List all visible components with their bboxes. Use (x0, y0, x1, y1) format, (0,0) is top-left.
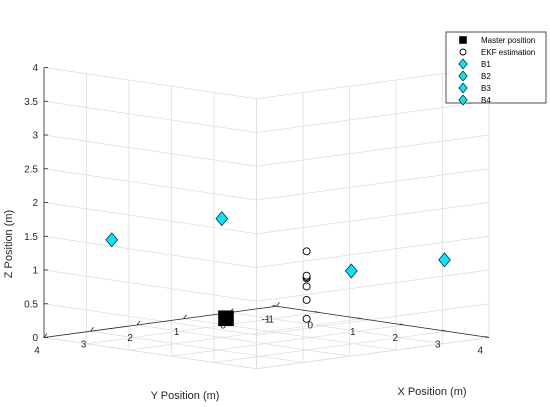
data-point-b4 (438, 252, 451, 268)
x-axis-line (276, 305, 490, 338)
legend-label: B4 (481, 96, 491, 105)
data-point-b2 (215, 211, 229, 227)
y-tick-mark (276, 302, 280, 307)
floor-grid-line-x (213, 330, 447, 363)
data-point-b1 (105, 232, 119, 248)
data-point-ekf-estimation (302, 271, 311, 280)
z-tick-label: 1.5 (24, 232, 38, 243)
x-tick-label: 0 (307, 321, 313, 332)
legend: Master position EKF estimation B1 B2 B3 B4 (445, 31, 547, 106)
y-tick-label: 2 (127, 333, 133, 344)
z-tick-label: 1 (32, 266, 38, 277)
marks-layer (105, 211, 451, 327)
back-wall-grid-line-z (43, 100, 257, 133)
z-tick-label: 3.5 (24, 97, 38, 108)
legend-marker (459, 48, 467, 56)
back-wall-grid-line-z (43, 168, 257, 201)
x-tick-mark (399, 323, 405, 326)
data-point-b3 (344, 263, 358, 279)
side-wall-grid-line-z (256, 337, 490, 370)
floor-grid-line-x (128, 318, 362, 351)
back-wall-grid-line-z (43, 337, 257, 370)
y-tick-mark (136, 320, 141, 326)
back-wall-grid-line-z (43, 269, 257, 302)
x-tick-mark (272, 304, 277, 307)
floor-grid-line-y (183, 318, 397, 351)
legend-label: EKF estimation (481, 48, 535, 57)
z-axis-label: Z Position (m) (3, 210, 15, 278)
x-tick-label: 3 (435, 339, 441, 350)
x-tick-mark (314, 311, 320, 313)
x-axis-label: X Position (m) (397, 386, 466, 398)
legend-label: Master position (481, 36, 535, 45)
x-tick-label: 4 (477, 346, 483, 357)
back-wall-grid-line-z (43, 235, 257, 268)
side-wall-grid-line-z (256, 235, 490, 268)
y-tick-mark (183, 314, 187, 319)
back-wall-grid-line-z (43, 303, 257, 336)
y-axis-line (43, 305, 277, 338)
legend-marker (459, 36, 467, 44)
z-tick-label: 4 (32, 63, 38, 74)
legend-label: B3 (481, 84, 491, 93)
floor-grid-line-x (86, 312, 320, 345)
legend-marker (458, 70, 468, 82)
y-tick-label: 3 (81, 339, 87, 350)
side-wall-grid-line-z (256, 303, 490, 336)
data-point-master-position (218, 310, 234, 327)
side-wall-grid-line-z (256, 202, 490, 235)
side-wall-grid-line-z (256, 168, 490, 201)
z-tick-label: 2.5 (24, 164, 38, 175)
x-tick-label: 1 (350, 327, 356, 338)
side-wall-grid-line-z (256, 100, 490, 133)
back-wall-grid-line-z (43, 134, 257, 167)
y-axis-label: Y Position (m) (151, 390, 220, 402)
data-point-ekf-estimation (302, 314, 311, 323)
x-tick-mark (357, 317, 362, 320)
z-tick-label: 0.5 (24, 299, 38, 310)
x-tick-mark (484, 336, 490, 338)
y-tick-label: 4 (34, 346, 40, 357)
legend-label: B1 (481, 60, 491, 69)
x-tick-mark (442, 329, 447, 332)
floor-grid-line-x (171, 324, 405, 357)
data-point-ekf-estimation (302, 282, 311, 291)
z-tick-label: 2 (32, 198, 38, 209)
z-tick-label: 3 (32, 131, 38, 142)
y-tick-mark (90, 327, 94, 332)
back-wall-grid-line-z (43, 67, 257, 100)
side-wall-grid-line-z (256, 269, 490, 302)
floor-grid-line-y (229, 312, 443, 345)
side-wall-grid-line-z (256, 134, 490, 167)
legend-marker (458, 58, 468, 70)
x-tick-label: -1 (262, 314, 271, 325)
y-tick-mark (43, 333, 48, 338)
data-point-ekf-estimation (302, 295, 311, 304)
back-wall-grid-line-z (43, 202, 257, 235)
legend-marker (458, 82, 468, 94)
x-tick-label: 2 (392, 333, 398, 344)
legend-marker (458, 94, 468, 106)
floor-grid-line-y (90, 330, 304, 363)
data-point-ekf-estimation (302, 247, 311, 256)
legend-label: B2 (481, 72, 491, 81)
y-tick-label: -1 (265, 314, 274, 325)
y-tick-label: 1 (174, 327, 180, 338)
floor-grid-line-y (136, 324, 350, 357)
z-tick-label: 0 (32, 333, 38, 344)
